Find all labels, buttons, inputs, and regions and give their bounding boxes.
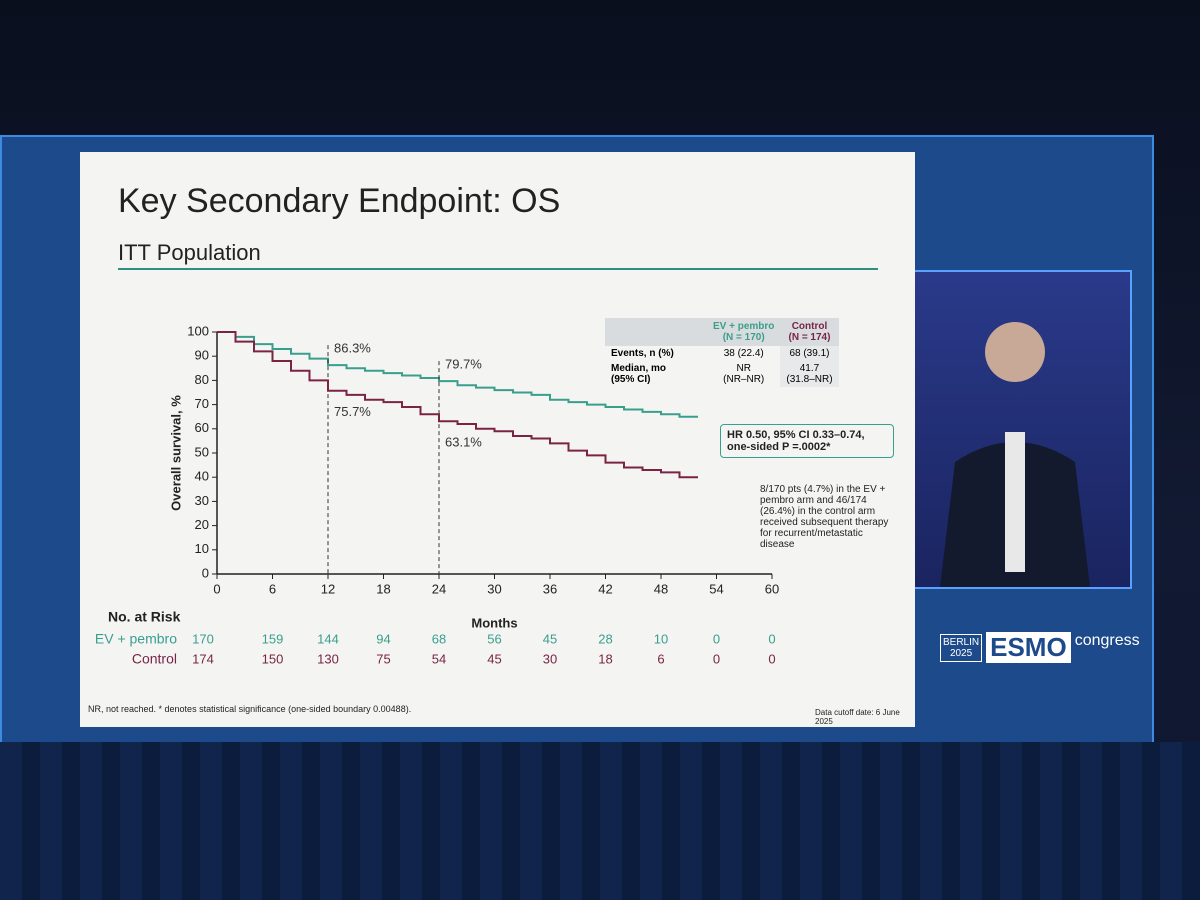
risk-value: 6 — [657, 651, 664, 666]
table-header-cell: Control (N = 174) — [780, 318, 839, 346]
y-tick-label: 20 — [195, 517, 209, 532]
risk-value: 0 — [713, 631, 720, 646]
table-cell: Median, mo (95% CI) — [611, 363, 667, 385]
risk-value: 0 — [713, 651, 720, 666]
table-cell: NR (NR–NR) — [723, 363, 765, 385]
risk-value: 0 — [768, 651, 775, 666]
table-cell: 38 (22.4) — [723, 348, 764, 359]
risk-value: 68 — [432, 631, 446, 646]
logo-name: ESMO — [986, 632, 1071, 663]
value-label: 63.1% — [445, 435, 482, 450]
table-cell: Events, n (%) — [611, 348, 674, 359]
speaker-silhouette — [940, 322, 1090, 587]
risk-value: 54 — [432, 651, 446, 666]
risk-row-label: EV + pembro — [95, 631, 177, 647]
y-tick-label: 70 — [195, 396, 209, 411]
speaker-screen — [898, 270, 1132, 589]
x-tick-label: 24 — [432, 581, 446, 596]
y-tick-label: 100 — [187, 323, 209, 338]
y-tick-label: 40 — [195, 469, 209, 484]
y-tick-label: 90 — [195, 348, 209, 363]
footnote: NR, not reached. * denotes statistical s… — [88, 704, 412, 714]
y-axis-label: Overall survival, % — [168, 395, 183, 511]
y-tick-label: 0 — [202, 565, 209, 580]
stage-curtain — [0, 742, 1200, 900]
risk-title: No. at Risk — [108, 609, 181, 625]
logo-city: BERLIN 2025 — [940, 633, 983, 662]
logo-city-text: BERLIN — [943, 636, 980, 648]
risk-value: 0 — [768, 631, 775, 646]
value-label: 86.3% — [334, 341, 371, 356]
survival-curve — [217, 331, 698, 479]
risk-value: 130 — [317, 651, 339, 666]
risk-row-label: Control — [132, 651, 177, 667]
table-cell: 68 (39.1) — [780, 346, 839, 361]
hr-box: HR 0.50, 95% CI 0.33–0.74, one-sided P =… — [720, 424, 894, 458]
table-row: Events, n (%) 38 (22.4) 68 (39.1) — [605, 346, 839, 361]
y-tick-label: 50 — [195, 444, 209, 459]
x-tick-label: 0 — [213, 581, 220, 596]
x-axis-label: Months — [471, 615, 517, 630]
risk-value: 18 — [598, 651, 612, 666]
risk-value: 174 — [192, 651, 214, 666]
risk-value: 144 — [317, 631, 339, 646]
note: 8/170 pts (4.7%) in the EV + pembro arm … — [760, 484, 889, 550]
risk-value: 30 — [543, 651, 557, 666]
value-label: 79.7% — [445, 357, 482, 372]
risk-value: 28 — [598, 631, 612, 646]
slide-subtitle: ITT Population — [118, 240, 261, 265]
x-tick-label: 54 — [709, 581, 723, 596]
y-tick-label: 80 — [195, 372, 209, 387]
x-tick-label: 42 — [598, 581, 612, 596]
x-tick-label: 18 — [376, 581, 390, 596]
risk-value: 150 — [262, 651, 284, 666]
title-rule — [118, 268, 878, 270]
logo-year: 2025 — [949, 647, 973, 659]
risk-value: 159 — [262, 631, 284, 646]
esmo-logo: BERLIN 2025 ESMO congress — [940, 632, 1140, 663]
cutoff: Data cutoff date: 6 June 2025 — [815, 708, 900, 726]
y-tick-label: 30 — [195, 493, 209, 508]
risk-value: 94 — [376, 631, 390, 646]
risk-value: 75 — [376, 651, 390, 666]
table-row: Median, mo (95% CI) NR (NR–NR) 41.7 (31.8–… — [605, 361, 839, 387]
events-table: EV + pembro (N = 170) Control (N = 174) Ev… — [605, 318, 839, 387]
events-table-box: EV + pembro (N = 170) Control (N = 174) Ev… — [605, 318, 839, 387]
risk-value: 56 — [487, 631, 501, 646]
x-tick-label: 48 — [654, 581, 668, 596]
table-header-cell: EV + pembro (N = 170) — [707, 318, 781, 346]
y-tick-label: 60 — [195, 420, 209, 435]
x-tick-label: 36 — [543, 581, 557, 596]
table-header-cell — [605, 318, 707, 346]
x-tick-label: 12 — [321, 581, 335, 596]
slide-title: Key Secondary Endpoint: OS — [118, 182, 561, 220]
table-cell: 41.7 (31.8–NR) — [780, 361, 839, 387]
value-label: 75.7% — [334, 404, 371, 419]
risk-value: 10 — [654, 631, 668, 646]
y-tick-label: 10 — [195, 541, 209, 556]
slide: Key Secondary Endpoint: OS ITT Populatio… — [80, 152, 915, 727]
risk-value: 170 — [192, 631, 214, 646]
survival-curve — [217, 331, 698, 418]
logo-suffix: congress — [1074, 632, 1140, 649]
risk-value: 45 — [487, 651, 501, 666]
x-tick-label: 30 — [487, 581, 501, 596]
x-tick-label: 6 — [269, 581, 276, 596]
risk-value: 45 — [543, 631, 557, 646]
x-tick-label: 60 — [765, 581, 779, 596]
table-header-row: EV + pembro (N = 170) Control (N = 174) — [605, 318, 839, 346]
